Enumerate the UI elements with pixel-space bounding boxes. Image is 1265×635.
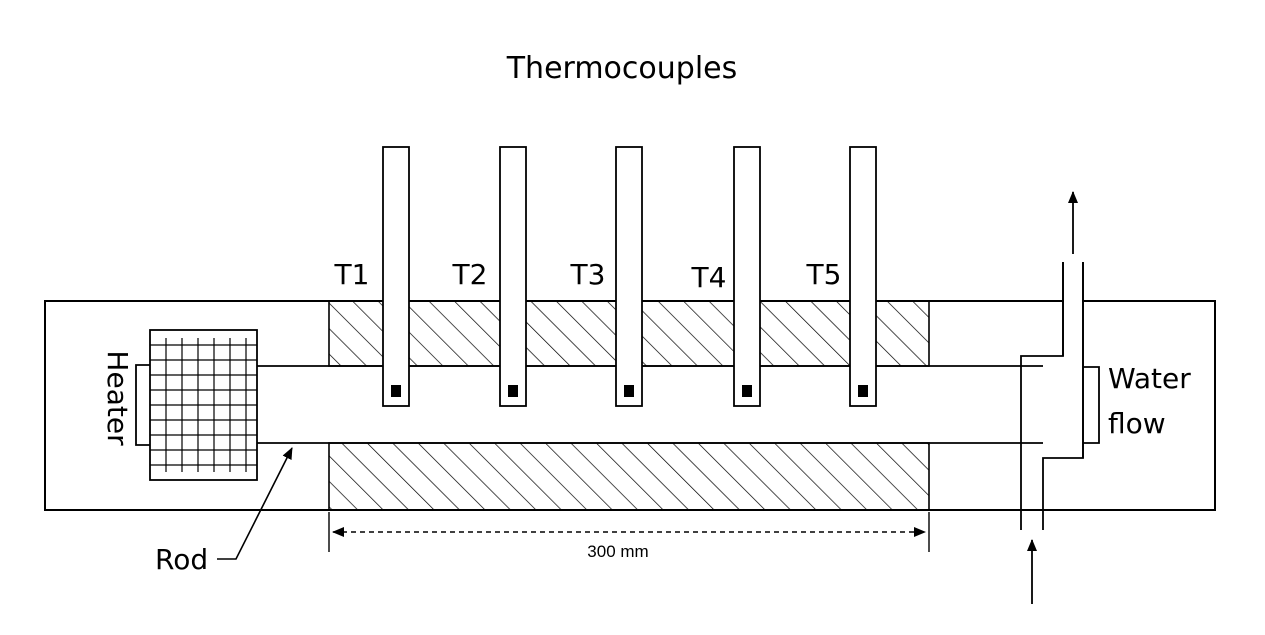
rod-leader bbox=[217, 447, 293, 560]
water-flow-label-line1: Water bbox=[1108, 362, 1191, 395]
thermocouple-1 bbox=[382, 146, 410, 407]
thermocouple-3 bbox=[615, 146, 643, 407]
thermocouple-label-t1: T1 bbox=[334, 258, 370, 291]
diagram-title: Thermocouples bbox=[506, 51, 738, 86]
heater-grid bbox=[149, 329, 258, 481]
rod-label: Rod bbox=[155, 543, 208, 576]
dimension-label: 300 mm bbox=[587, 542, 648, 561]
insulation-bottom bbox=[328, 442, 930, 511]
water-flow-label-line2: flow bbox=[1108, 407, 1166, 440]
thermocouple-label-t5: T5 bbox=[806, 258, 842, 291]
thermocouple-2 bbox=[499, 146, 527, 407]
thermocouple-label-t4: T4 bbox=[691, 261, 727, 294]
heater-bracket bbox=[135, 364, 150, 446]
thermocouple-5 bbox=[849, 146, 877, 407]
thermocouple-label-t2: T2 bbox=[452, 258, 488, 291]
thermocouple-label-t3: T3 bbox=[570, 258, 606, 291]
jacket-gap bbox=[1064, 298, 1082, 304]
heater-label: Heater bbox=[101, 350, 134, 446]
thermocouple-4 bbox=[733, 146, 761, 407]
water-flow-bracket bbox=[1083, 366, 1100, 444]
